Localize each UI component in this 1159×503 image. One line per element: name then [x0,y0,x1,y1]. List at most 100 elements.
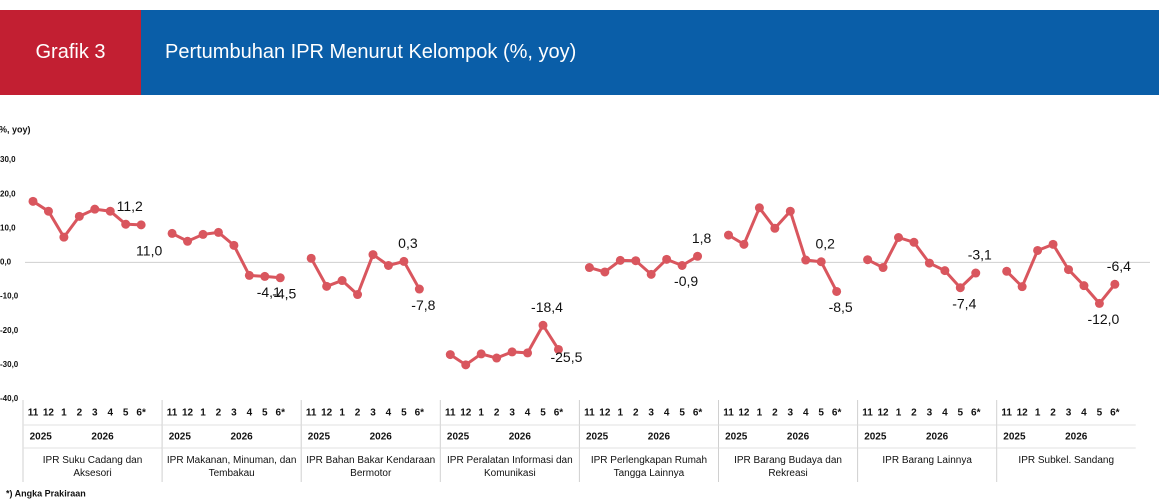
data-point [523,348,533,358]
data-point [600,267,610,277]
x-tick-label: 4 [107,408,113,419]
x-tick-label: 11 [445,408,456,419]
x-tick-label: 5 [958,408,964,419]
year-label: 2025 [30,432,53,443]
data-point [198,229,208,239]
data-point [476,349,486,359]
data-point [863,255,873,265]
data-point [28,196,38,206]
x-tick-label: 6* [971,408,981,419]
x-tick-label: 5 [679,408,685,419]
data-point [383,261,393,271]
data-point [662,254,672,264]
data-point [1110,279,1120,289]
data-point [878,263,888,273]
y-tick-label: 0,0 [0,258,12,267]
x-tick-label: 11 [167,408,178,419]
data-point [584,263,594,273]
x-tick-label: 4 [386,408,392,419]
data-point [553,344,563,354]
group-name: IPR Barang Budaya dan Rekreasi [734,455,842,479]
y-tick-label: -40,0 [0,394,19,403]
group-name: IPR Suku Cadang dan Aksesori [42,455,143,479]
data-label: -4,1 [257,284,281,300]
x-tick-label: 5 [401,408,407,419]
data-point [229,240,239,250]
data-point [121,219,131,229]
x-tick-label: 1 [757,408,763,419]
x-tick-label: 12 [1017,408,1029,419]
x-tick-label: 3 [1066,408,1072,419]
x-tick-label: 4 [1081,408,1087,419]
data-point [832,286,842,296]
x-tick-label: 3 [231,408,237,419]
year-label: 2025 [447,432,470,443]
data-point [955,283,965,293]
x-tick-label: 12 [321,408,333,419]
data-label: -7,4 [952,295,976,311]
x-tick-label: 2 [77,408,83,419]
y-tick-label: -30,0 [0,360,19,369]
data-point [461,360,471,370]
data-point [136,220,146,230]
series-line [1005,242,1117,306]
data-point [414,284,424,294]
y-tick-label: 30,0 [0,155,16,164]
x-tick-label: 4 [803,408,809,419]
data-label: 11,2 [117,198,143,214]
data-label: -3,1 [968,247,992,263]
data-point [337,276,347,286]
year-label: 2026 [787,432,810,443]
data-point [244,270,254,280]
data-point [940,266,950,276]
data-point [615,255,625,265]
data-label: 1,8 [692,230,712,246]
x-tick-label: 4 [247,408,253,419]
x-tick-label: 1 [478,408,484,419]
data-point [1033,245,1043,255]
data-point [924,258,934,268]
data-point [306,253,316,263]
data-point [492,353,502,363]
data-point [1094,298,1104,308]
data-label: -12,0 [1087,311,1119,327]
data-label: -6,4 [1107,258,1131,274]
data-point [971,268,981,278]
year-label: 2026 [370,432,393,443]
data-label: 0,2 [815,235,835,251]
y-tick-label: -20,0 [0,326,19,335]
x-tick-label: 6* [693,408,703,419]
x-tick-label: 12 [877,408,889,419]
data-point [538,320,548,330]
x-tick-label: 4 [664,408,670,419]
year-label: 2026 [1065,432,1088,443]
data-label: -18,4 [531,299,563,315]
data-point [260,271,270,281]
chart-label: Grafik 3 [0,10,141,95]
data-point [368,250,378,260]
x-tick-label: 12 [43,408,55,419]
x-tick-label: 6* [136,408,146,419]
x-tick-label: 2 [1050,408,1056,419]
x-tick-label: 12 [738,408,750,419]
x-tick-label: 11 [584,408,595,419]
data-point [754,203,764,213]
x-tick-label: 12 [182,408,194,419]
data-point [167,228,177,238]
data-point [507,347,517,357]
x-tick-label: 12 [599,408,611,419]
x-tick-label: 2 [772,408,778,419]
x-tick-label: 11 [1001,408,1012,419]
x-tick-label: 11 [723,408,734,419]
x-tick-label: 1 [1035,408,1041,419]
data-point [909,237,919,247]
x-tick-label: 2 [494,408,500,419]
year-label: 2025 [864,432,887,443]
x-tick-label: 1 [618,408,624,419]
x-tick-label: 1 [61,408,67,419]
year-label: 2026 [231,432,254,443]
data-point [785,206,795,216]
data-point [739,239,749,249]
